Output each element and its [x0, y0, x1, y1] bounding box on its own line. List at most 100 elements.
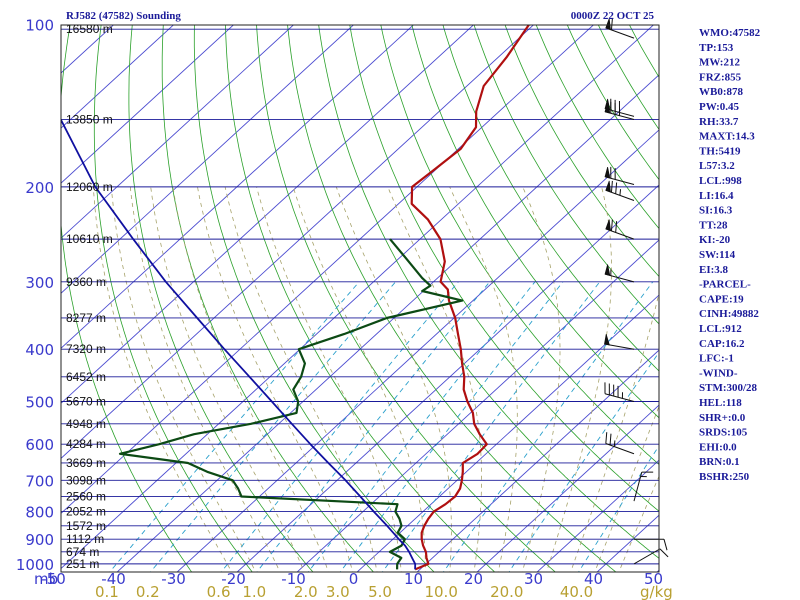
- sounding-index-item: SRDS:105: [699, 427, 748, 439]
- temperature-tick-label: 30: [524, 570, 543, 588]
- pressure-unit-label: mb: [34, 570, 58, 588]
- isotherm-line: [0, 25, 54, 576]
- dry-adiabat-line: [193, 25, 435, 572]
- wind-barb-pennant: [604, 101, 611, 114]
- height-label: 3098 m: [66, 473, 106, 487]
- isotherm-line: [61, 25, 295, 239]
- mixing-ratio-line: [508, 351, 659, 572]
- sounding-index-item: LI:16.4: [699, 190, 734, 202]
- mixing-ratio-line: [307, 281, 536, 572]
- dry-adiabat-line: [287, 25, 617, 572]
- sounding-index-item: TH:5419: [699, 145, 741, 157]
- wind-barb: [633, 548, 669, 565]
- mixing-ratio-line: [220, 281, 459, 572]
- isotherm-line: [61, 25, 475, 404]
- isotherm-line: [116, 74, 659, 572]
- plot-frame: [60, 24, 660, 573]
- wind-barb: [604, 166, 635, 185]
- moist-adiabat-line: [594, 405, 659, 572]
- mixing-ratio-line: [442, 281, 654, 572]
- wind-barb: [605, 18, 635, 39]
- isotherm-line: [61, 25, 595, 515]
- height-label: 3669 m: [66, 456, 106, 470]
- dry-adiabat-line: [566, 25, 659, 181]
- dry-adiabat-line: [504, 25, 659, 278]
- dry-adiabat-line: [93, 25, 253, 572]
- wind-barb: [605, 180, 635, 201]
- wind-barb-flag: [663, 539, 668, 551]
- mixing-ratio-tick-label: 20.0: [490, 583, 523, 600]
- height-label: 4948 m: [66, 417, 106, 431]
- sounding-index-item: SI:16.3: [699, 205, 733, 217]
- pressure-tick-label: 600: [25, 436, 54, 454]
- wind-barb-pennant: [604, 334, 610, 346]
- isotherm-line: [176, 129, 659, 572]
- height-label: 10610 m: [66, 232, 113, 246]
- wind-barb-flag: [610, 180, 613, 193]
- sounding-index-item: L57:3.2: [699, 160, 735, 172]
- height-label: 674 m: [66, 545, 99, 559]
- sounding-index-item: -PARCEL-: [699, 279, 751, 291]
- height-label: 251 m: [66, 557, 99, 571]
- wind-barb-pennant: [604, 264, 611, 276]
- moist-adiabat-line: [387, 186, 482, 572]
- temperature-tick-label: -20: [221, 570, 246, 588]
- moist-adiabat-line: [256, 186, 402, 572]
- sounding-index-item: BSHR:250: [699, 471, 750, 483]
- moist-adiabat-line: [197, 186, 354, 572]
- dry-adiabat-line: [349, 25, 659, 512]
- sounding-index-item: HEL:118: [699, 397, 742, 409]
- dry-adiabat-line: [380, 25, 659, 465]
- pressure-tick-label: 800: [25, 504, 54, 522]
- height-label: 2052 m: [66, 505, 106, 519]
- sounding-indices: WMO:47582 TP:153 MW:212 FRZ:855 WB0:878 PW:0.…: [699, 27, 761, 483]
- mixing-ratio-tick-label: 40.0: [560, 583, 593, 600]
- sounding-index-item: PW:0.45: [699, 101, 740, 113]
- temperature-tick-label: 40: [584, 570, 603, 588]
- pressure-tick-label: 900: [25, 531, 54, 549]
- wind-barb: [604, 334, 635, 350]
- isotherm-line: [61, 25, 655, 570]
- wind-barb: [633, 471, 654, 502]
- wind-barb-staff: [605, 443, 635, 455]
- isotherm-line: [416, 349, 659, 572]
- dry-adiabat-line: [256, 25, 556, 572]
- dry-adiabat-line: [473, 25, 659, 325]
- wind-barb: [605, 219, 635, 240]
- sounding-index-item: STM:300/28: [699, 382, 758, 394]
- mixing-ratio-tick-label: 1.0: [242, 583, 266, 600]
- temperature-tick-label: -50: [41, 570, 66, 588]
- temperature-tick-label: -30: [161, 570, 186, 588]
- sounding-index-item: CINH:49882: [699, 308, 759, 320]
- mixing-ratio-line: [256, 281, 491, 572]
- wind-barb-pennant: [605, 180, 611, 193]
- temperature-tick-label: 50: [644, 570, 663, 588]
- isotherm-line: [236, 184, 659, 572]
- height-label: 8277 m: [66, 311, 106, 325]
- height-label: 1572 m: [66, 519, 106, 533]
- mixing-ratio-line: [381, 281, 601, 572]
- moist-adiabat-line: [335, 186, 452, 572]
- pressure-tick-label: 100: [25, 17, 54, 35]
- mixing-ratio-tick-label: 0.2: [136, 583, 160, 600]
- dry-adiabat-line: [61, 25, 193, 572]
- dry-adiabat-line: [784, 25, 800, 576]
- sounding-index-item: RH:33.7: [699, 116, 739, 128]
- height-label: 9360 m: [66, 275, 106, 289]
- height-label: 13850 m: [66, 112, 113, 126]
- moist-adiabat-line: [521, 186, 561, 572]
- wind-barb-flag: [659, 548, 669, 558]
- wind-barb: [605, 432, 635, 455]
- isotherm-line: [476, 404, 659, 572]
- sounding-index-item: MW:212: [699, 57, 740, 69]
- mixing-ratio-tick-label: 0.1: [95, 583, 119, 600]
- moist-adiabat-line: [449, 186, 518, 572]
- sounding-index-item: EHI:0.0: [699, 441, 737, 453]
- wind-barb: [604, 101, 635, 120]
- sounding-profiles: [61, 25, 531, 571]
- wind-barb: [634, 538, 668, 551]
- moist-adiabat-line: [224, 186, 378, 572]
- mixing-ratio-line: [149, 281, 396, 572]
